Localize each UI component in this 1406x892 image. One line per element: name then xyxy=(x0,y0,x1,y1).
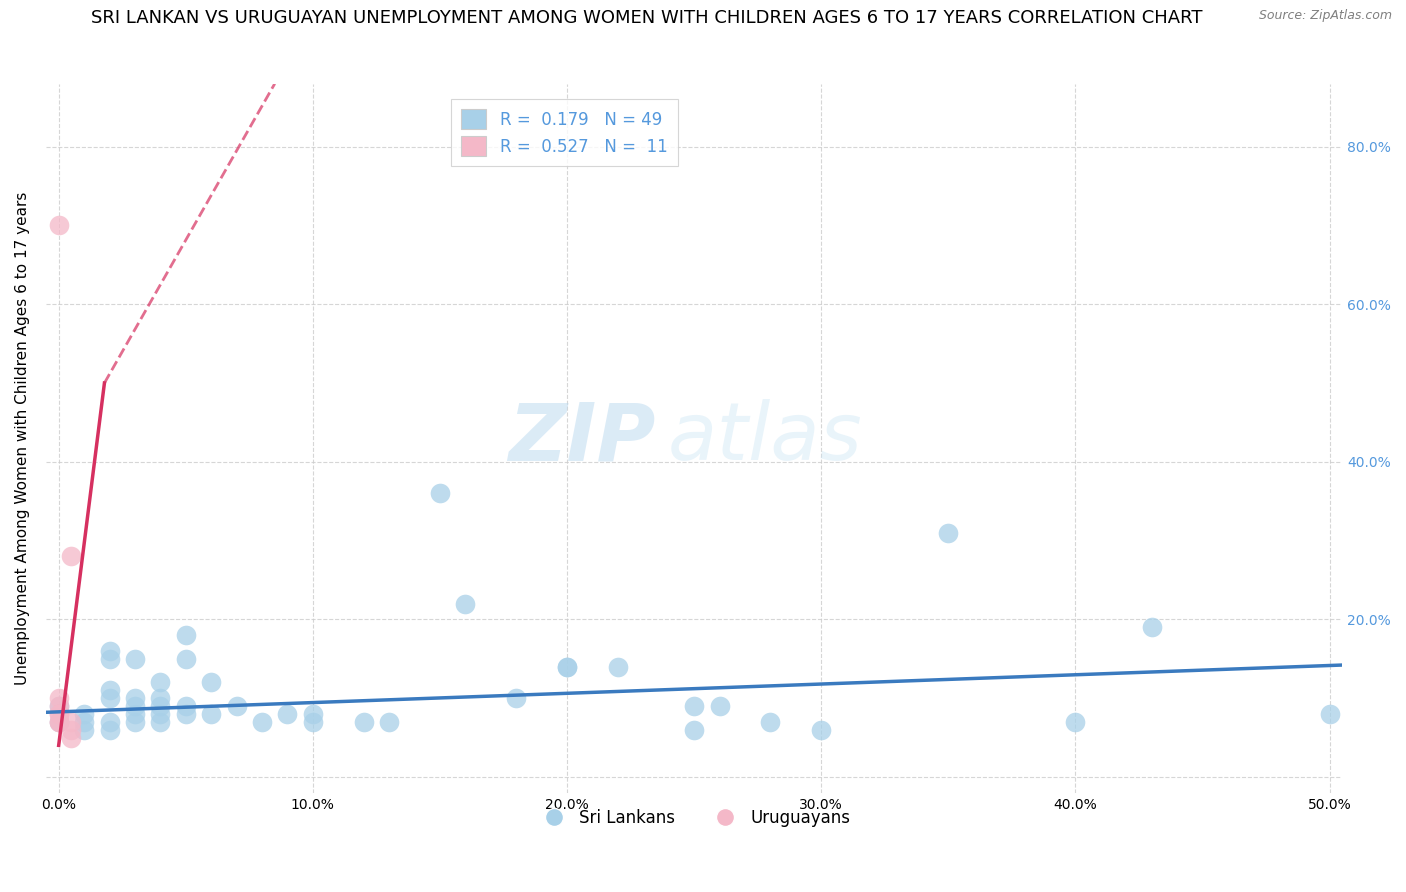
Point xyxy=(149,691,172,706)
Point xyxy=(60,549,83,564)
Point xyxy=(200,706,222,721)
Text: ZIP: ZIP xyxy=(508,399,655,477)
Point xyxy=(124,651,146,665)
Point xyxy=(683,723,706,737)
Point xyxy=(48,714,70,729)
Point xyxy=(98,683,121,698)
Point xyxy=(683,698,706,713)
Point xyxy=(174,698,197,713)
Point xyxy=(1319,706,1341,721)
Point xyxy=(1140,620,1163,634)
Point xyxy=(149,698,172,713)
Point xyxy=(149,675,172,690)
Point xyxy=(429,486,451,500)
Point xyxy=(98,644,121,658)
Point xyxy=(48,706,70,721)
Point xyxy=(454,597,477,611)
Point xyxy=(98,714,121,729)
Point xyxy=(174,651,197,665)
Point xyxy=(936,525,959,540)
Point xyxy=(149,714,172,729)
Point xyxy=(48,714,70,729)
Point xyxy=(378,714,401,729)
Point xyxy=(124,706,146,721)
Point xyxy=(73,706,96,721)
Point xyxy=(250,714,273,729)
Point xyxy=(98,651,121,665)
Y-axis label: Unemployment Among Women with Children Ages 6 to 17 years: Unemployment Among Women with Children A… xyxy=(15,192,30,685)
Point xyxy=(48,698,70,713)
Point xyxy=(759,714,782,729)
Point xyxy=(810,723,832,737)
Point xyxy=(60,731,83,745)
Point xyxy=(60,723,83,737)
Point xyxy=(174,628,197,642)
Point xyxy=(98,723,121,737)
Point xyxy=(48,219,70,233)
Text: SRI LANKAN VS URUGUAYAN UNEMPLOYMENT AMONG WOMEN WITH CHILDREN AGES 6 TO 17 YEAR: SRI LANKAN VS URUGUAYAN UNEMPLOYMENT AMO… xyxy=(91,9,1202,27)
Point xyxy=(174,706,197,721)
Point xyxy=(225,698,247,713)
Point xyxy=(302,714,325,729)
Point xyxy=(149,706,172,721)
Point xyxy=(48,706,70,721)
Point xyxy=(48,691,70,706)
Point xyxy=(1064,714,1087,729)
Point xyxy=(48,698,70,713)
Point xyxy=(48,714,70,729)
Point xyxy=(124,691,146,706)
Point xyxy=(124,714,146,729)
Point xyxy=(60,714,83,729)
Point xyxy=(124,698,146,713)
Legend: Sri Lankans, Uruguayans: Sri Lankans, Uruguayans xyxy=(531,803,858,834)
Point xyxy=(98,691,121,706)
Point xyxy=(353,714,375,729)
Point xyxy=(302,706,325,721)
Point xyxy=(555,659,578,673)
Text: Source: ZipAtlas.com: Source: ZipAtlas.com xyxy=(1258,9,1392,22)
Point xyxy=(73,714,96,729)
Point xyxy=(200,675,222,690)
Point xyxy=(606,659,628,673)
Point xyxy=(555,659,578,673)
Point xyxy=(73,723,96,737)
Point xyxy=(709,698,731,713)
Text: atlas: atlas xyxy=(668,399,863,477)
Point xyxy=(276,706,298,721)
Point xyxy=(505,691,527,706)
